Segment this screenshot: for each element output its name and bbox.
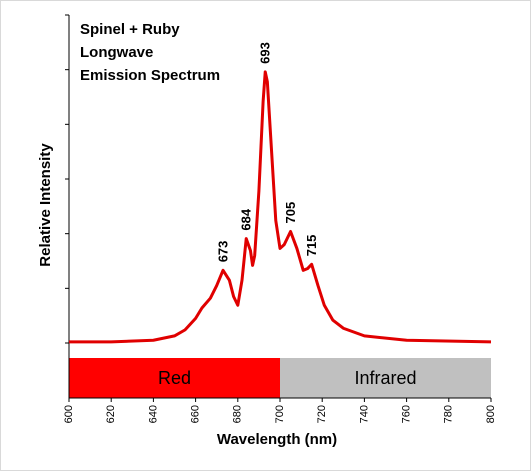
- x-tick-label: 740: [358, 405, 370, 423]
- x-tick-label: 780: [443, 405, 455, 423]
- peak-label: 673: [215, 241, 230, 263]
- band: [69, 358, 280, 398]
- band-label: Red: [158, 368, 191, 388]
- x-tick-label: 760: [401, 405, 413, 423]
- x-tick-label: 680: [232, 405, 244, 423]
- x-tick-label: 720: [316, 405, 328, 423]
- x-axis-title: Wavelength (nm): [217, 431, 337, 448]
- y-axis-title: Relative Intensity: [37, 143, 54, 267]
- peak-label: 684: [239, 208, 254, 230]
- peak-label: 715: [304, 235, 319, 257]
- x-tick-label: 800: [485, 405, 497, 423]
- chart-title: Spinel + Ruby: [80, 21, 180, 38]
- band: [280, 358, 491, 398]
- x-tick-label: 660: [190, 405, 202, 423]
- peak-label: 705: [283, 202, 298, 224]
- band-label: Infrared: [354, 368, 416, 388]
- x-tick-label: 600: [63, 405, 75, 423]
- x-tick-label: 700: [274, 405, 286, 423]
- spectrum-line: [69, 70, 492, 344]
- x-tick-label: 640: [147, 405, 159, 423]
- chart-title: Emission Spectrum: [80, 67, 220, 84]
- chart-title: Longwave: [80, 44, 153, 61]
- x-tick-label: 620: [105, 405, 117, 423]
- peak-label: 693: [258, 42, 273, 64]
